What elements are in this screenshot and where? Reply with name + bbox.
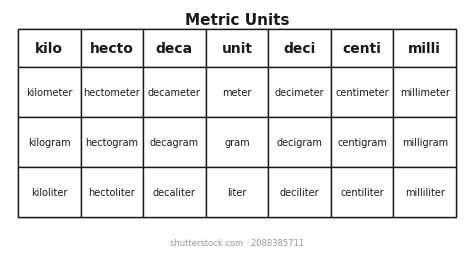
Bar: [393, 30, 456, 68]
Bar: [393, 68, 456, 118]
Bar: [143, 68, 206, 118]
Text: hectometer: hectometer: [83, 88, 140, 98]
Bar: [331, 118, 393, 167]
Text: hectogram: hectogram: [85, 137, 138, 147]
Bar: [206, 68, 268, 118]
Text: centigram: centigram: [337, 137, 387, 147]
Text: gram: gram: [224, 137, 250, 147]
Bar: [81, 68, 143, 118]
Text: shutterstock.com · 2088385711: shutterstock.com · 2088385711: [170, 237, 304, 247]
Text: milliliter: milliliter: [405, 187, 445, 197]
Bar: [206, 167, 268, 217]
Bar: [206, 118, 268, 167]
Bar: [143, 167, 206, 217]
Text: hecto: hecto: [90, 42, 134, 56]
Bar: [18, 167, 81, 217]
Text: centimeter: centimeter: [335, 88, 389, 98]
Text: centi: centi: [343, 42, 382, 56]
Bar: [143, 30, 206, 68]
Text: unit: unit: [221, 42, 253, 56]
Bar: [331, 167, 393, 217]
Bar: [81, 167, 143, 217]
Text: kilogram: kilogram: [28, 137, 71, 147]
Bar: [268, 118, 331, 167]
Bar: [268, 68, 331, 118]
Bar: [393, 118, 456, 167]
Text: kilo: kilo: [35, 42, 64, 56]
Bar: [81, 30, 143, 68]
Text: hectoliter: hectoliter: [89, 187, 135, 197]
Text: Metric Units: Metric Units: [185, 13, 289, 28]
Bar: [393, 167, 456, 217]
Bar: [206, 30, 268, 68]
Text: decagram: decagram: [150, 137, 199, 147]
Text: deciliter: deciliter: [280, 187, 319, 197]
Bar: [331, 68, 393, 118]
Text: kiloliter: kiloliter: [31, 187, 67, 197]
Bar: [81, 118, 143, 167]
Bar: [18, 30, 81, 68]
Text: decimeter: decimeter: [275, 88, 324, 98]
Bar: [268, 30, 331, 68]
Text: decigram: decigram: [277, 137, 322, 147]
Bar: [331, 30, 393, 68]
Bar: [18, 118, 81, 167]
Text: milligram: milligram: [401, 137, 448, 147]
Text: decameter: decameter: [148, 88, 201, 98]
Text: centiliter: centiliter: [340, 187, 384, 197]
Bar: [268, 167, 331, 217]
Text: millimeter: millimeter: [400, 88, 450, 98]
Text: deci: deci: [283, 42, 316, 56]
Bar: [18, 68, 81, 118]
Text: decaliter: decaliter: [153, 187, 196, 197]
Text: kilometer: kilometer: [26, 88, 73, 98]
Text: deca: deca: [156, 42, 193, 56]
Bar: [143, 118, 206, 167]
Bar: [18, 30, 456, 217]
Text: milli: milli: [408, 42, 441, 56]
Text: meter: meter: [222, 88, 252, 98]
Text: liter: liter: [228, 187, 246, 197]
